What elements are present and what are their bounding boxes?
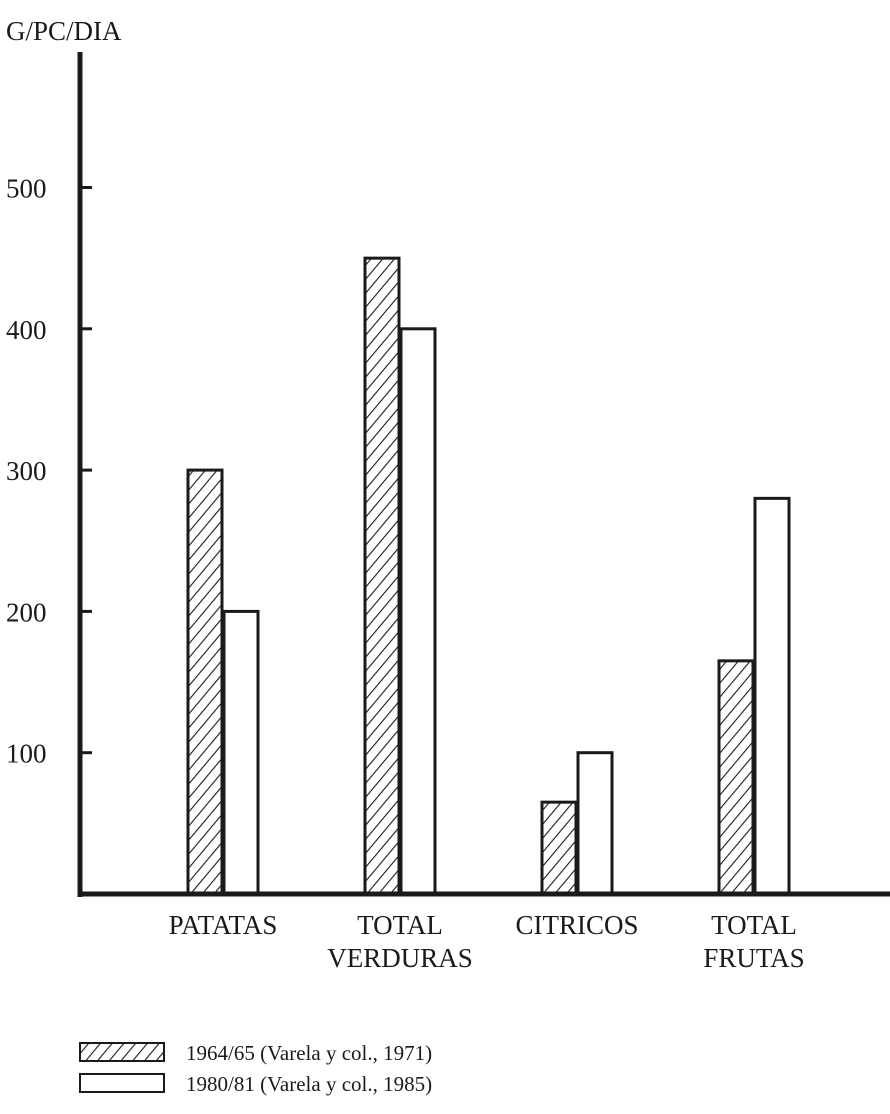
legend: 1964/65 (Varela y col., 1971) 1980/81 (Va… (79, 1041, 432, 1096)
y-axis-label: G/PC/DIA (6, 16, 122, 46)
y-tick-label: 500 (6, 174, 47, 204)
legend-swatch (79, 1073, 165, 1093)
bar-1980-81-0 (222, 609, 260, 896)
bar-1964-65-2 (540, 800, 578, 896)
bar-1964-65-0 (186, 468, 224, 896)
category-label: VERDURAS (327, 943, 473, 973)
bar-1980-81-1 (399, 327, 437, 896)
bar-1980-81-2 (576, 751, 614, 896)
category-label: FRUTAS (703, 943, 804, 973)
category-label: PATATAS (169, 910, 278, 940)
category-label: TOTAL (357, 910, 443, 940)
y-tick-label: 300 (6, 456, 47, 486)
y-tick-label: 400 (6, 315, 47, 345)
legend-label: 1980/81 (Varela y col., 1985) (186, 1072, 432, 1096)
y-tick-label: 100 (6, 739, 47, 769)
y-axis-ticks: 100 200 300 400 500 (6, 174, 92, 769)
category-label: TOTAL (711, 910, 797, 940)
category-label: CITRICOS (515, 910, 638, 940)
legend-swatch (79, 1042, 165, 1062)
bars (186, 256, 791, 896)
bar-1964-65-1 (363, 256, 401, 896)
bar-1964-65-3 (717, 659, 755, 896)
legend-label: 1964/65 (Varela y col., 1971) (186, 1041, 432, 1065)
y-tick-label: 200 (6, 597, 47, 627)
bar-1980-81-3 (753, 496, 791, 896)
